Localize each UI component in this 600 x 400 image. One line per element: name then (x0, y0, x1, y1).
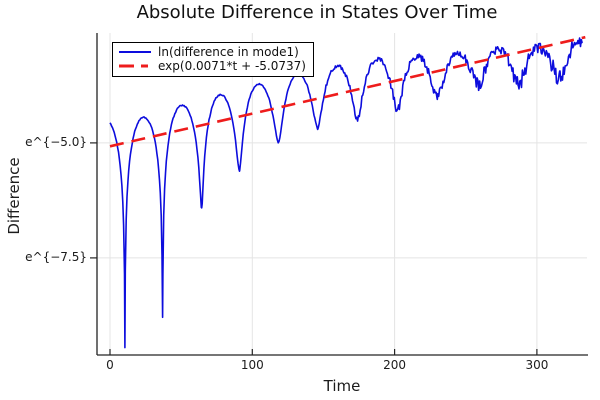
red-fit-line (109, 35, 586, 148)
legend-line-sample-red (119, 64, 151, 68)
x-axis-title: Time (323, 377, 361, 395)
y-axis-title: Difference (5, 157, 23, 235)
y-tick-label: e^{−7.5} (25, 249, 87, 264)
x-tick-label: 100 (240, 358, 264, 372)
legend-entry: exp(0.0071*t + -5.0737) (118, 59, 306, 73)
x-tick-label: 200 (383, 358, 407, 372)
x-tick-label: 300 (525, 358, 549, 372)
chart-title: Absolute Difference in States Over Time (136, 2, 498, 23)
legend-label: ln(difference in mode1) (158, 45, 299, 59)
blue-series-line (109, 37, 584, 349)
legend-line-sample-blue (119, 51, 151, 53)
legend: ln(difference in mode1) exp(0.0071*t + -… (112, 42, 314, 77)
x-tick-label: 0 (106, 358, 114, 372)
legend-entry: ln(difference in mode1) (118, 45, 306, 59)
legend-label: exp(0.0071*t + -5.0737) (158, 59, 306, 73)
y-tick-label: e^{−5.0} (25, 134, 87, 149)
